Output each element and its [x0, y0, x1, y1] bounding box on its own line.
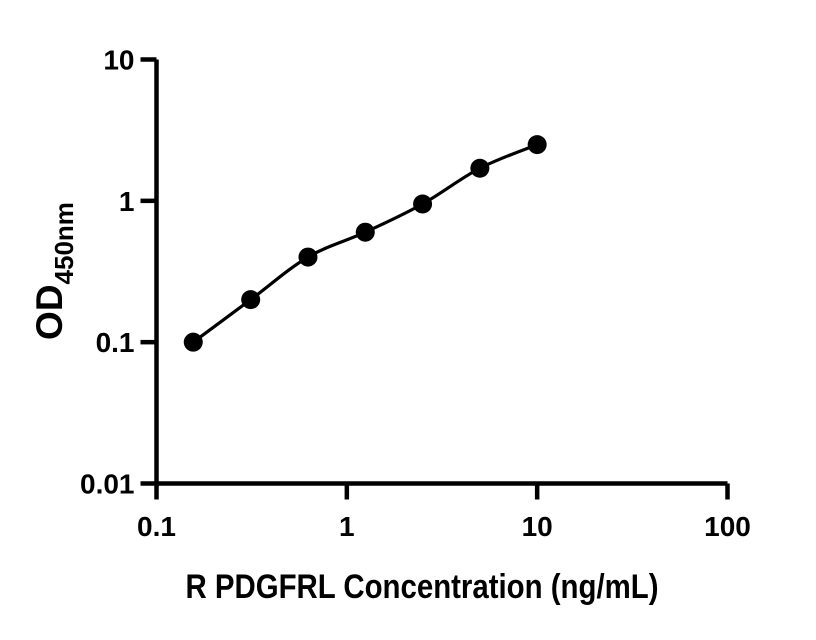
y-tick-label: 1	[119, 186, 135, 217]
y-tick-label: 10	[103, 45, 134, 76]
data-series	[183, 135, 547, 352]
axis-spines	[154, 59, 728, 486]
y-axis-title-main: OD	[29, 284, 70, 340]
y-axis-title: OD450nm	[29, 202, 79, 340]
axis-labels: R PDGFRL Concentration (ng/mL) OD450nm 0…	[29, 45, 751, 607]
data-point	[298, 247, 318, 267]
y-tick-label: 0.01	[80, 469, 135, 500]
x-tick-label: 1	[339, 511, 355, 542]
data-point	[470, 158, 490, 178]
x-tick-label: 0.1	[137, 511, 176, 542]
x-tick-label: 10	[522, 511, 553, 542]
data-point	[183, 332, 203, 352]
data-point	[413, 194, 433, 214]
x-axis-title: R PDGFRL Concentration (ng/mL)	[186, 568, 659, 606]
y-axis-title-subscript: 450nm	[49, 202, 79, 284]
axes	[140, 57, 730, 500]
data-point	[241, 290, 261, 310]
y-tick-label: 0.1	[96, 327, 135, 358]
data-point	[527, 135, 547, 155]
data-point	[355, 222, 375, 242]
x-tick-label: 100	[704, 511, 751, 542]
